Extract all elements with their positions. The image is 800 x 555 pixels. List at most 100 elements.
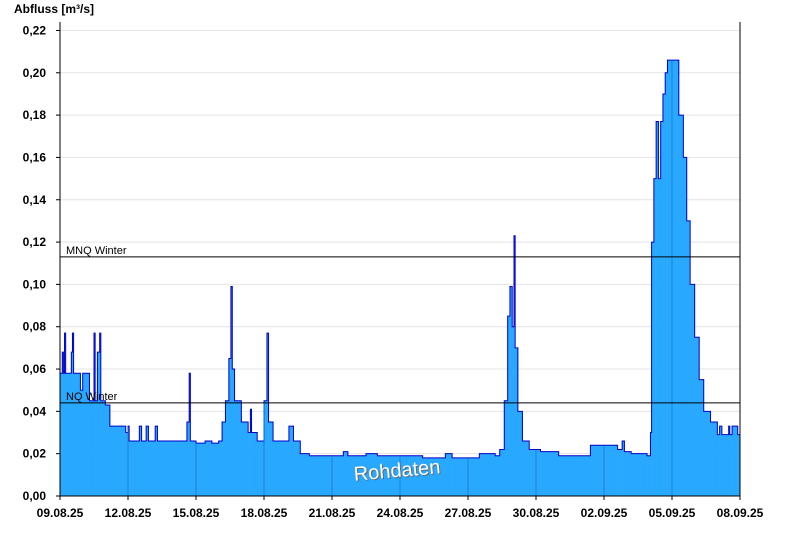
step [64, 333, 66, 496]
step [232, 369, 235, 496]
step [631, 453, 648, 496]
step [686, 220, 691, 497]
step [703, 411, 711, 496]
y-tick-label: 0,22 [23, 23, 47, 37]
step [662, 93, 666, 497]
step [647, 455, 651, 496]
step [94, 333, 96, 496]
step [540, 451, 559, 496]
step [234, 400, 242, 496]
step [522, 440, 530, 496]
x-tick-label: 08.09.25 [717, 506, 764, 520]
step [89, 400, 95, 496]
step [148, 440, 156, 496]
step [690, 284, 695, 496]
step [660, 121, 664, 497]
step [65, 373, 72, 496]
y-tick-label: 0,04 [23, 404, 47, 418]
step [452, 457, 480, 496]
step [515, 347, 519, 496]
step [100, 400, 106, 496]
y-axis-label: Abfluss [m³/s] [14, 2, 94, 16]
step [366, 453, 378, 496]
step [97, 352, 100, 496]
step [507, 316, 511, 496]
step [82, 373, 90, 496]
reference-label: NQ Winter [66, 391, 118, 403]
step [504, 400, 508, 496]
step [650, 432, 652, 496]
step [514, 235, 516, 497]
step [512, 326, 515, 496]
y-tick-label: 0,10 [23, 277, 47, 291]
step [343, 451, 349, 496]
step [517, 411, 523, 496]
step [729, 434, 733, 496]
step [719, 426, 723, 496]
step [129, 440, 140, 496]
step [309, 455, 344, 496]
step [499, 449, 505, 496]
y-tick-label: 0,20 [23, 66, 47, 80]
y-tick-label: 0,02 [23, 447, 47, 461]
step [479, 453, 496, 496]
step [251, 432, 258, 496]
step [667, 60, 680, 496]
step [99, 333, 102, 496]
step [717, 434, 720, 496]
step [71, 352, 73, 496]
step [622, 440, 625, 496]
step [155, 426, 158, 496]
step [190, 440, 197, 496]
step [656, 121, 659, 497]
y-tick-label: 0,14 [23, 193, 47, 207]
step [186, 421, 190, 496]
step [80, 390, 83, 496]
step [732, 426, 736, 496]
step [146, 426, 149, 496]
step [230, 286, 233, 496]
x-tick-label: 15.08.25 [173, 506, 220, 520]
step [241, 421, 249, 496]
outline [60, 59, 740, 459]
step [196, 443, 206, 496]
step [617, 449, 623, 496]
step [529, 449, 541, 496]
y-tick-label: 0,06 [23, 362, 47, 376]
step [651, 242, 655, 496]
step [72, 333, 74, 496]
step [109, 426, 127, 496]
step [228, 358, 232, 496]
x-tick-label: 12.08.25 [105, 506, 152, 520]
step [422, 457, 446, 496]
y-tick-label: 0,12 [23, 235, 47, 249]
step [737, 434, 741, 496]
y-tick-label: 0,00 [23, 489, 47, 503]
step [653, 178, 657, 496]
step [728, 426, 731, 496]
x-tick-label: 18.08.25 [241, 506, 288, 520]
step [264, 400, 268, 496]
y-tick-label: 0,16 [23, 150, 47, 164]
step [710, 421, 718, 496]
x-tick-label: 27.08.25 [445, 506, 492, 520]
step [293, 440, 301, 496]
x-tick-label: 05.09.25 [649, 506, 696, 520]
step [211, 443, 219, 496]
y-tick-label: 0,08 [23, 320, 47, 334]
x-tick-label: 21.08.25 [309, 506, 356, 520]
step [699, 379, 705, 496]
step [694, 337, 700, 496]
step [509, 286, 513, 496]
step [300, 453, 310, 496]
step [62, 352, 64, 496]
step [347, 455, 367, 496]
step [128, 426, 130, 496]
x-tick-label: 09.08.25 [37, 506, 84, 520]
step [141, 440, 147, 496]
step [222, 421, 226, 496]
x-tick-label: 30.08.25 [513, 506, 560, 520]
step [665, 72, 668, 497]
reference-label: MNQ Winter [66, 245, 127, 257]
